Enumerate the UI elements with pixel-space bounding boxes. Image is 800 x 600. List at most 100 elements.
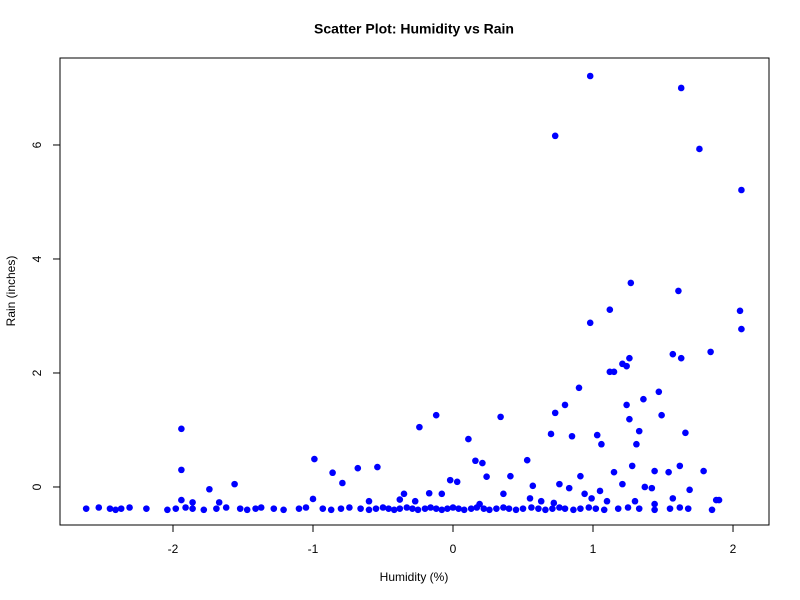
point bbox=[178, 496, 185, 504]
point bbox=[677, 84, 685, 92]
point bbox=[182, 504, 189, 511]
point bbox=[222, 504, 230, 511]
point bbox=[231, 480, 238, 488]
point bbox=[658, 411, 665, 419]
point bbox=[542, 506, 549, 514]
point bbox=[449, 504, 457, 511]
point bbox=[648, 484, 656, 492]
point bbox=[112, 506, 119, 514]
point bbox=[529, 482, 537, 490]
point bbox=[588, 495, 595, 502]
point bbox=[669, 350, 677, 358]
point bbox=[665, 468, 672, 476]
point bbox=[396, 496, 404, 503]
point bbox=[624, 504, 632, 511]
point bbox=[526, 495, 534, 502]
point bbox=[676, 462, 684, 470]
point bbox=[327, 506, 335, 514]
point bbox=[535, 505, 542, 512]
point bbox=[400, 490, 408, 498]
point bbox=[479, 459, 486, 467]
point bbox=[561, 505, 569, 512]
point bbox=[365, 497, 373, 505]
point bbox=[635, 427, 643, 435]
point bbox=[610, 368, 618, 376]
point bbox=[512, 506, 520, 514]
point bbox=[666, 505, 674, 512]
point bbox=[593, 431, 601, 439]
point bbox=[82, 505, 90, 512]
point bbox=[309, 495, 317, 503]
point bbox=[551, 409, 559, 417]
point bbox=[598, 440, 605, 448]
plot-frame bbox=[59, 57, 770, 526]
point bbox=[319, 505, 327, 512]
point bbox=[700, 467, 707, 475]
y-axis-label: Rain (inches) bbox=[4, 256, 18, 327]
point bbox=[651, 467, 658, 475]
point bbox=[561, 401, 569, 409]
point bbox=[708, 506, 716, 514]
point bbox=[631, 497, 639, 505]
point bbox=[585, 504, 593, 511]
point bbox=[257, 504, 265, 511]
point bbox=[640, 395, 647, 403]
point bbox=[507, 472, 514, 480]
point bbox=[556, 480, 563, 488]
point bbox=[592, 505, 600, 512]
point bbox=[556, 504, 563, 511]
x-tick-label: -2 bbox=[168, 542, 179, 556]
point bbox=[411, 497, 419, 505]
point bbox=[473, 504, 481, 511]
point bbox=[427, 504, 434, 511]
point bbox=[528, 504, 535, 511]
point bbox=[505, 505, 513, 512]
x-axis-label: Humidity (%) bbox=[380, 570, 449, 584]
point bbox=[117, 505, 125, 512]
point bbox=[280, 506, 287, 514]
point bbox=[425, 489, 433, 497]
point bbox=[172, 505, 180, 512]
point bbox=[500, 490, 507, 498]
point bbox=[550, 499, 558, 507]
point bbox=[651, 500, 658, 508]
point bbox=[416, 423, 423, 431]
point bbox=[619, 480, 626, 488]
point bbox=[243, 506, 251, 514]
point bbox=[414, 506, 422, 514]
point bbox=[610, 468, 618, 476]
point bbox=[519, 505, 527, 512]
point bbox=[432, 505, 440, 512]
point bbox=[339, 479, 346, 487]
point bbox=[444, 505, 451, 512]
point bbox=[626, 354, 633, 362]
point bbox=[623, 401, 630, 409]
point bbox=[467, 505, 475, 512]
point bbox=[438, 490, 446, 498]
point bbox=[472, 457, 479, 465]
point bbox=[365, 506, 373, 514]
y-tick-label: 4 bbox=[30, 255, 44, 262]
point bbox=[715, 496, 723, 504]
chart-title: Scatter Plot: Humidity vs Rain bbox=[314, 21, 514, 37]
y-tick-label: 6 bbox=[30, 141, 44, 148]
point bbox=[302, 504, 310, 511]
point bbox=[682, 429, 689, 437]
point bbox=[497, 413, 504, 421]
point bbox=[696, 145, 703, 153]
point bbox=[738, 325, 745, 333]
point bbox=[189, 499, 196, 506]
point bbox=[106, 505, 114, 512]
y-tick-label: 0 bbox=[30, 483, 44, 490]
point bbox=[143, 505, 150, 512]
point bbox=[215, 499, 223, 506]
point bbox=[736, 307, 744, 315]
point bbox=[669, 495, 677, 502]
point bbox=[385, 505, 392, 512]
point bbox=[641, 483, 649, 491]
point bbox=[575, 384, 583, 392]
point bbox=[311, 455, 318, 463]
point bbox=[655, 388, 663, 396]
point bbox=[633, 440, 640, 448]
point bbox=[465, 435, 472, 443]
